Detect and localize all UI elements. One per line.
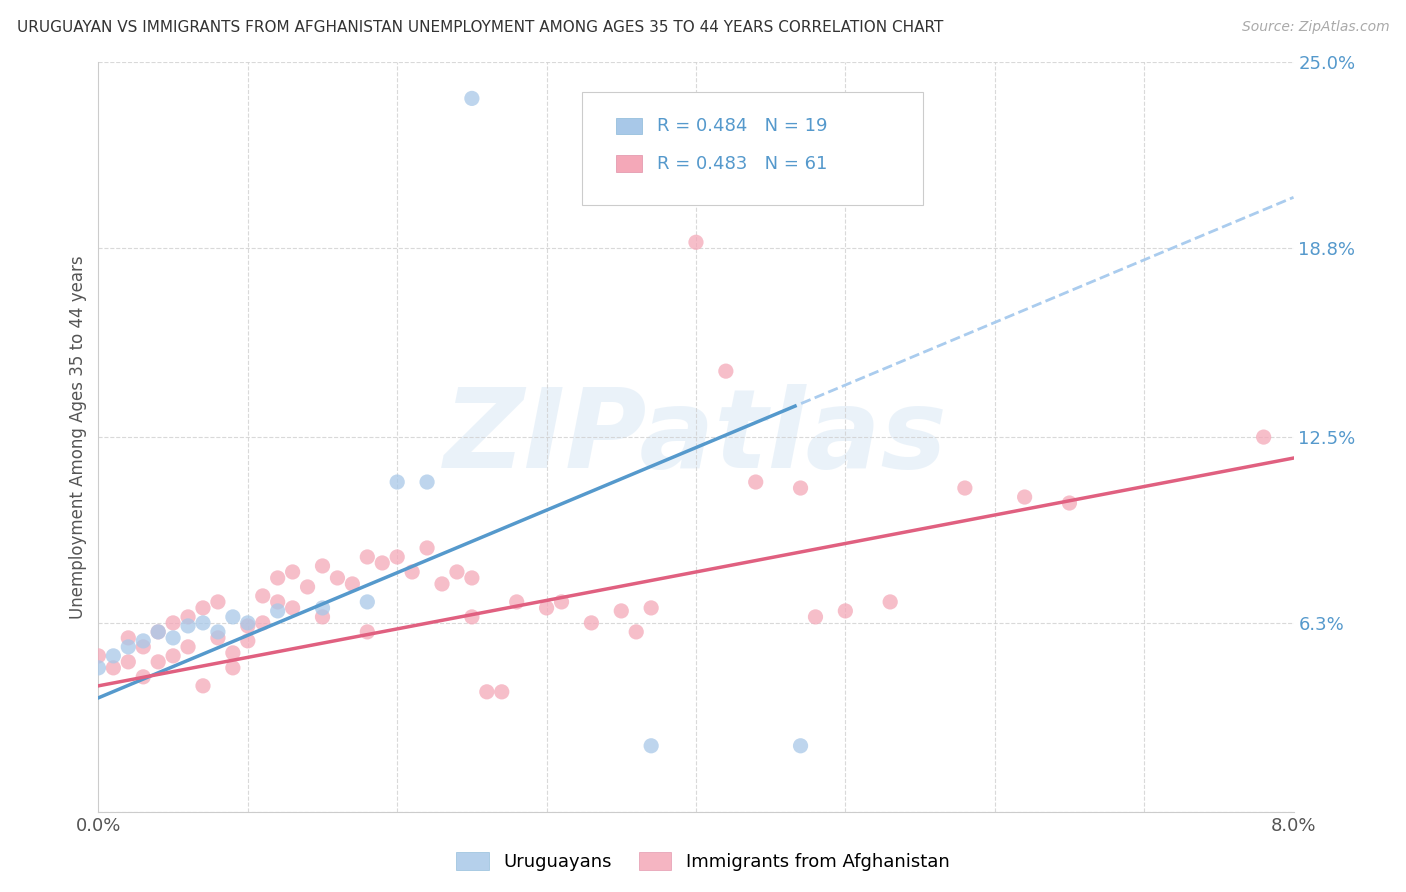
Point [789,739,811,753]
Point [87,661,110,675]
Point [804,610,827,624]
Point [117,655,139,669]
FancyBboxPatch shape [582,93,922,205]
Point [581,615,603,630]
Point [132,640,155,654]
Point [177,610,200,624]
Point [879,595,901,609]
Point [640,601,662,615]
Point [148,624,170,639]
Point [267,595,290,609]
Point [117,631,139,645]
Text: URUGUAYAN VS IMMIGRANTS FROM AFGHANISTAN UNEMPLOYMENT AMONG AGES 35 TO 44 YEARS : URUGUAYAN VS IMMIGRANTS FROM AFGHANISTAN… [17,20,943,35]
Point [385,475,409,489]
Point [311,601,333,615]
Point [461,571,484,585]
Point [236,633,259,648]
Point [475,685,498,699]
Point [103,648,125,663]
Point [222,661,245,675]
Point [222,610,245,624]
Point [87,648,110,663]
Point [834,604,856,618]
Point [132,670,155,684]
Point [252,589,274,603]
Point [207,595,229,609]
Point [148,624,170,639]
Point [491,685,513,699]
Point [148,655,170,669]
Point [789,481,811,495]
Point [610,604,633,618]
Point [550,595,572,609]
Legend: Uruguayans, Immigrants from Afghanistan: Uruguayans, Immigrants from Afghanistan [449,846,957,879]
Point [506,595,529,609]
Text: Source: ZipAtlas.com: Source: ZipAtlas.com [1241,20,1389,34]
Point [281,565,304,579]
Point [311,610,333,624]
Point [401,565,423,579]
Point [191,679,214,693]
Point [252,615,274,630]
Point [177,619,200,633]
Point [371,556,394,570]
FancyBboxPatch shape [616,155,643,172]
Text: ZIPatlas: ZIPatlas [444,384,948,491]
Point [461,610,484,624]
Point [1059,496,1081,510]
Point [177,640,200,654]
Point [222,646,245,660]
FancyBboxPatch shape [616,118,643,135]
Point [281,601,304,615]
Point [162,631,184,645]
Point [536,601,558,615]
Point [640,739,662,753]
Point [626,624,648,639]
Point [356,595,378,609]
Point [297,580,319,594]
Text: R = 0.483   N = 61: R = 0.483 N = 61 [657,154,827,172]
Point [103,661,125,675]
Point [236,619,259,633]
Point [1253,430,1275,444]
Point [207,624,229,639]
Point [416,475,439,489]
Point [326,571,349,585]
Point [953,481,976,495]
Point [207,631,229,645]
Point [236,615,259,630]
Point [132,633,155,648]
Point [267,604,290,618]
Point [714,364,737,378]
Point [446,565,468,579]
Point [191,615,214,630]
Point [1014,490,1036,504]
Y-axis label: Unemployment Among Ages 35 to 44 years: Unemployment Among Ages 35 to 44 years [69,255,87,619]
Point [162,648,184,663]
Point [461,91,484,105]
Point [267,571,290,585]
Point [685,235,707,250]
Point [311,558,333,573]
Point [191,601,214,615]
Point [745,475,768,489]
Point [342,577,364,591]
Point [430,577,453,591]
Point [117,640,139,654]
Point [356,549,378,564]
Point [162,615,184,630]
Point [356,624,378,639]
Text: R = 0.484   N = 19: R = 0.484 N = 19 [657,117,827,135]
Point [385,549,409,564]
Point [416,541,439,555]
